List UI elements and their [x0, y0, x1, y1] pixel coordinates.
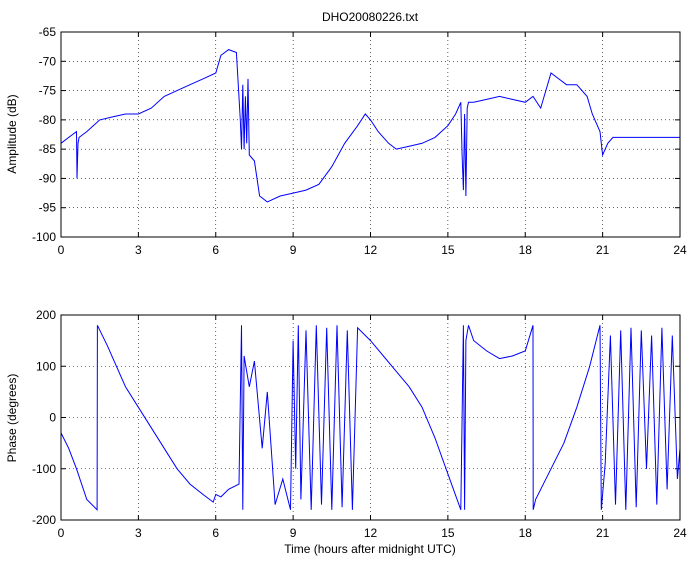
phase-y-tick-label: -200 [32, 513, 56, 527]
phase-x-tick-label: 15 [441, 526, 455, 540]
amplitude-x-tick-label: 15 [441, 243, 455, 257]
phase-y-tick-label: -100 [32, 462, 56, 476]
amplitude-y-tick-label: -75 [39, 84, 57, 98]
amplitude-axes-box [60, 31, 681, 238]
phase-x-tick-label: 3 [135, 526, 142, 540]
amplitude-x-tick-label: 21 [596, 243, 610, 257]
phase-axes-box [60, 314, 681, 521]
phase-x-axis-label: Time (hours after midnight UTC) [284, 542, 456, 556]
amplitude-x-tick-label: 18 [519, 243, 533, 257]
amplitude-y-tick-label: -95 [39, 201, 57, 215]
amplitude-x-tick-label: 24 [673, 243, 687, 257]
amplitude-y-tick-label: -70 [39, 54, 57, 68]
amplitude-x-tick-label: 9 [290, 243, 297, 257]
phase-x-tick-label: 0 [58, 526, 65, 540]
amplitude-axes: 0 3 6 9 12 15 18 21 24-65-70-75-80-85-90-95-100 … [5, 10, 687, 257]
amplitude-y-tick-label: -100 [32, 230, 56, 244]
amplitude-x-tick-label: 12 [364, 243, 378, 257]
phase-y-tick-label: 200 [36, 308, 56, 322]
phase-x-tick-label: 24 [673, 526, 687, 540]
amplitude-x-tick-label: 6 [212, 243, 219, 257]
amplitude-series-line [60, 49, 680, 203]
amplitude-x-tick-label: 3 [135, 243, 142, 257]
amplitude-plot-area [61, 32, 680, 237]
amplitude-y-tick-label: -85 [39, 142, 57, 156]
amplitude-y-tick-label: -65 [39, 25, 57, 39]
amplitude-y-tick-label: -80 [39, 113, 57, 127]
phase-y-tick-label: 100 [36, 359, 56, 373]
phase-y-axis-label: Phase (degrees) [5, 374, 19, 463]
phase-series-line [60, 325, 681, 512]
amplitude-y-tick-label: -90 [39, 171, 57, 185]
phase-axes: 0 3 6 9 12 15 18 21 24 200 100 0 -100 -200 Time (hour… [5, 308, 687, 556]
phase-tick-labels: 0 3 6 9 12 15 18 21 24 200 100 0 -100 -200 [32, 308, 687, 540]
phase-x-tick-label: 12 [364, 526, 378, 540]
amplitude-chart-title: DHO20080226.txt [322, 10, 419, 24]
amplitude-y-axis-label: Amplitude (dB) [5, 94, 19, 173]
amplitude-x-tick-label: 0 [58, 243, 65, 257]
amplitude-tick-labels: 0 3 6 9 12 15 18 21 24 -65 -70 -75 -80 -85 -90 -95 -100 [32, 25, 687, 257]
phase-x-tick-label: 9 [290, 526, 297, 540]
phase-x-tick-label: 21 [596, 526, 610, 540]
phase-y-tick-label: 0 [49, 411, 56, 425]
phase-plot-area [61, 315, 680, 520]
phase-x-tick-label: 6 [212, 526, 219, 540]
phase-x-tick-label: 18 [519, 526, 533, 540]
